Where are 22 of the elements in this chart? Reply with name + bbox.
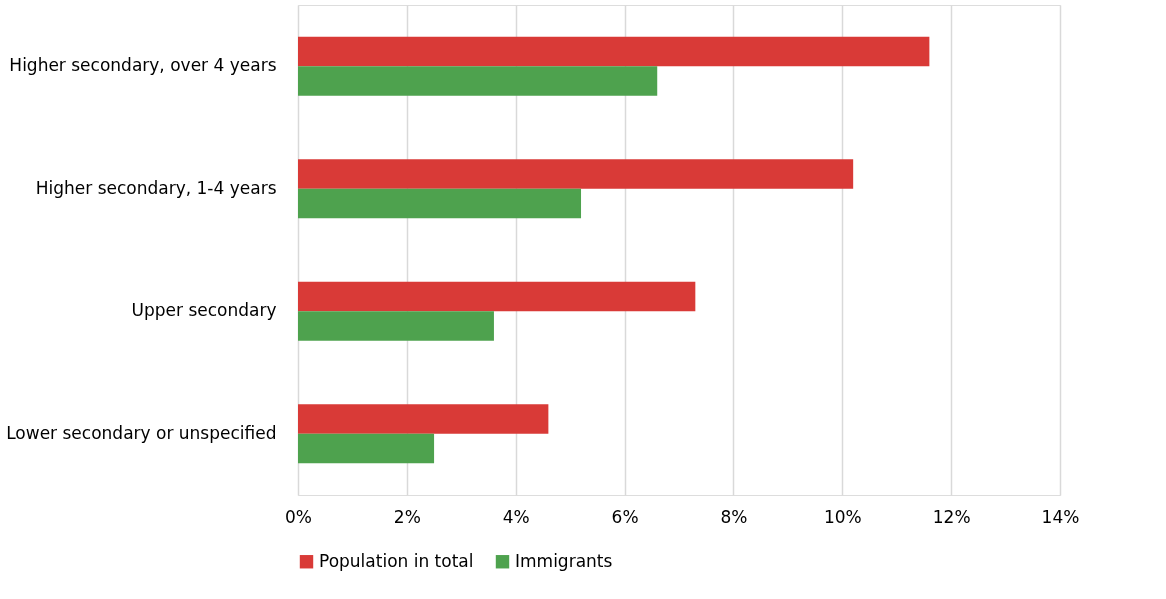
x-tick-label: 14%: [1041, 506, 1080, 527]
legend-label: Immigrants: [515, 550, 613, 571]
bar: [298, 188, 582, 219]
bar: [298, 159, 854, 189]
bar: [298, 66, 658, 96]
x-tick-label: 6%: [611, 506, 639, 527]
legend-label: Population in total: [319, 550, 474, 571]
x-tick-label: 8%: [720, 506, 748, 527]
x-tick-label: 10%: [823, 506, 862, 527]
bar: [298, 404, 549, 434]
bar: [298, 281, 696, 312]
x-tick-label: 0%: [285, 506, 312, 527]
x-tick-label: 2%: [393, 506, 421, 527]
y-tick-label: Lower secondary or unspecified: [6, 422, 277, 443]
bar: [298, 311, 494, 341]
x-tick-label: 4%: [502, 506, 530, 527]
y-tick-label: Higher secondary, 1-4 years: [35, 177, 277, 198]
bar: [298, 433, 435, 464]
y-tick-label: Higher secondary, over 4 years: [9, 55, 277, 76]
x-tick-label: 12%: [932, 506, 971, 527]
bar: [298, 36, 930, 67]
y-tick-label: Upper secondary: [131, 300, 277, 321]
